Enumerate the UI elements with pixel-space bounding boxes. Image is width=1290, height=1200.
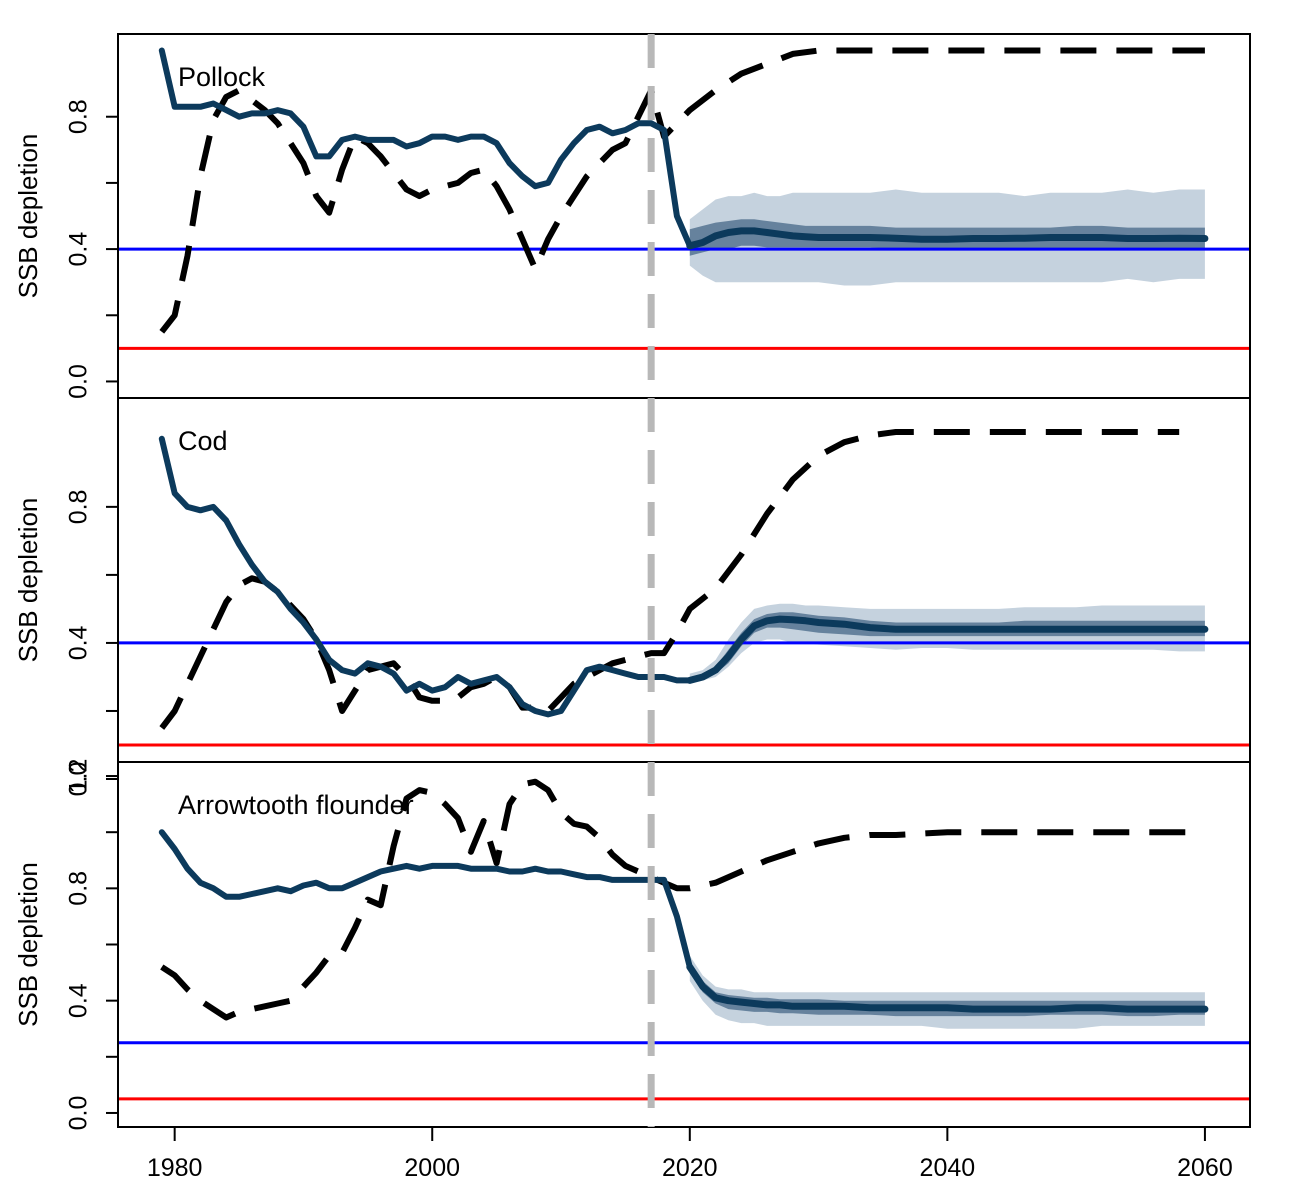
x-tick-label: 2000	[404, 1154, 460, 1182]
panel-2: 0.0 0.4 0.8 SSB depletion Cod	[13, 397, 1251, 797]
x-tick-label: 1980	[147, 1154, 203, 1182]
y-tick-label: 0.8	[65, 490, 93, 525]
projection-median-line	[686, 615, 1209, 684]
historical-ssb-line	[158, 829, 732, 1004]
plot-area	[118, 47, 1250, 350]
historical-ssb-line	[158, 435, 693, 718]
y-tick-label: 0.4	[65, 625, 93, 660]
y-axis-label: SSB depletion	[13, 862, 43, 1027]
panel-1: 0.0 0.4 0.8 SSB depletion Pollock	[13, 33, 1251, 399]
panel-label: Cod	[178, 426, 228, 456]
plot-area	[118, 778, 1250, 1101]
projection-median-line	[686, 963, 1209, 1013]
panel-label: Arrowtooth flounder	[178, 790, 414, 820]
unfished-dashed-line	[159, 47, 1205, 334]
panel-3: 0.0 0.4 0.8 1.2 SSB depletion Arrowtooth flou…	[13, 759, 1251, 1131]
y-tick-label: 0.4	[65, 983, 93, 1018]
x-axis: 1980 2000 2020 2040 2060	[147, 1127, 1233, 1182]
y-tick-label: 0.8	[65, 99, 93, 134]
historical-ssb-line	[158, 47, 693, 249]
y-axis-label: SSB depletion	[13, 134, 43, 299]
outer-uncertainty-band	[689, 955, 1205, 1029]
x-tick-label: 2060	[1177, 1154, 1233, 1182]
panel-label: Pollock	[178, 62, 266, 92]
plot-area	[118, 429, 1250, 747]
y-tick-label: 1.2	[65, 759, 93, 794]
y-tick-label: 0.8	[65, 871, 93, 906]
y-tick-label: 0.0	[65, 762, 93, 797]
panel-frame	[117, 397, 1251, 763]
inner-uncertainty-band	[689, 961, 1205, 1017]
y-axis-label: SSB depletion	[13, 498, 43, 663]
projection-median-line	[686, 227, 1209, 250]
y-tick-label: 0.4	[65, 232, 93, 267]
y-tick-label: 0.0	[65, 1096, 93, 1131]
y-tick-label: 0.0	[65, 364, 93, 399]
x-tick-label: 2040	[920, 1154, 976, 1182]
unfished-dashed-line	[160, 778, 1205, 1021]
unfished-dashed-line	[159, 429, 1180, 730]
x-tick-label: 2020	[662, 1154, 718, 1182]
